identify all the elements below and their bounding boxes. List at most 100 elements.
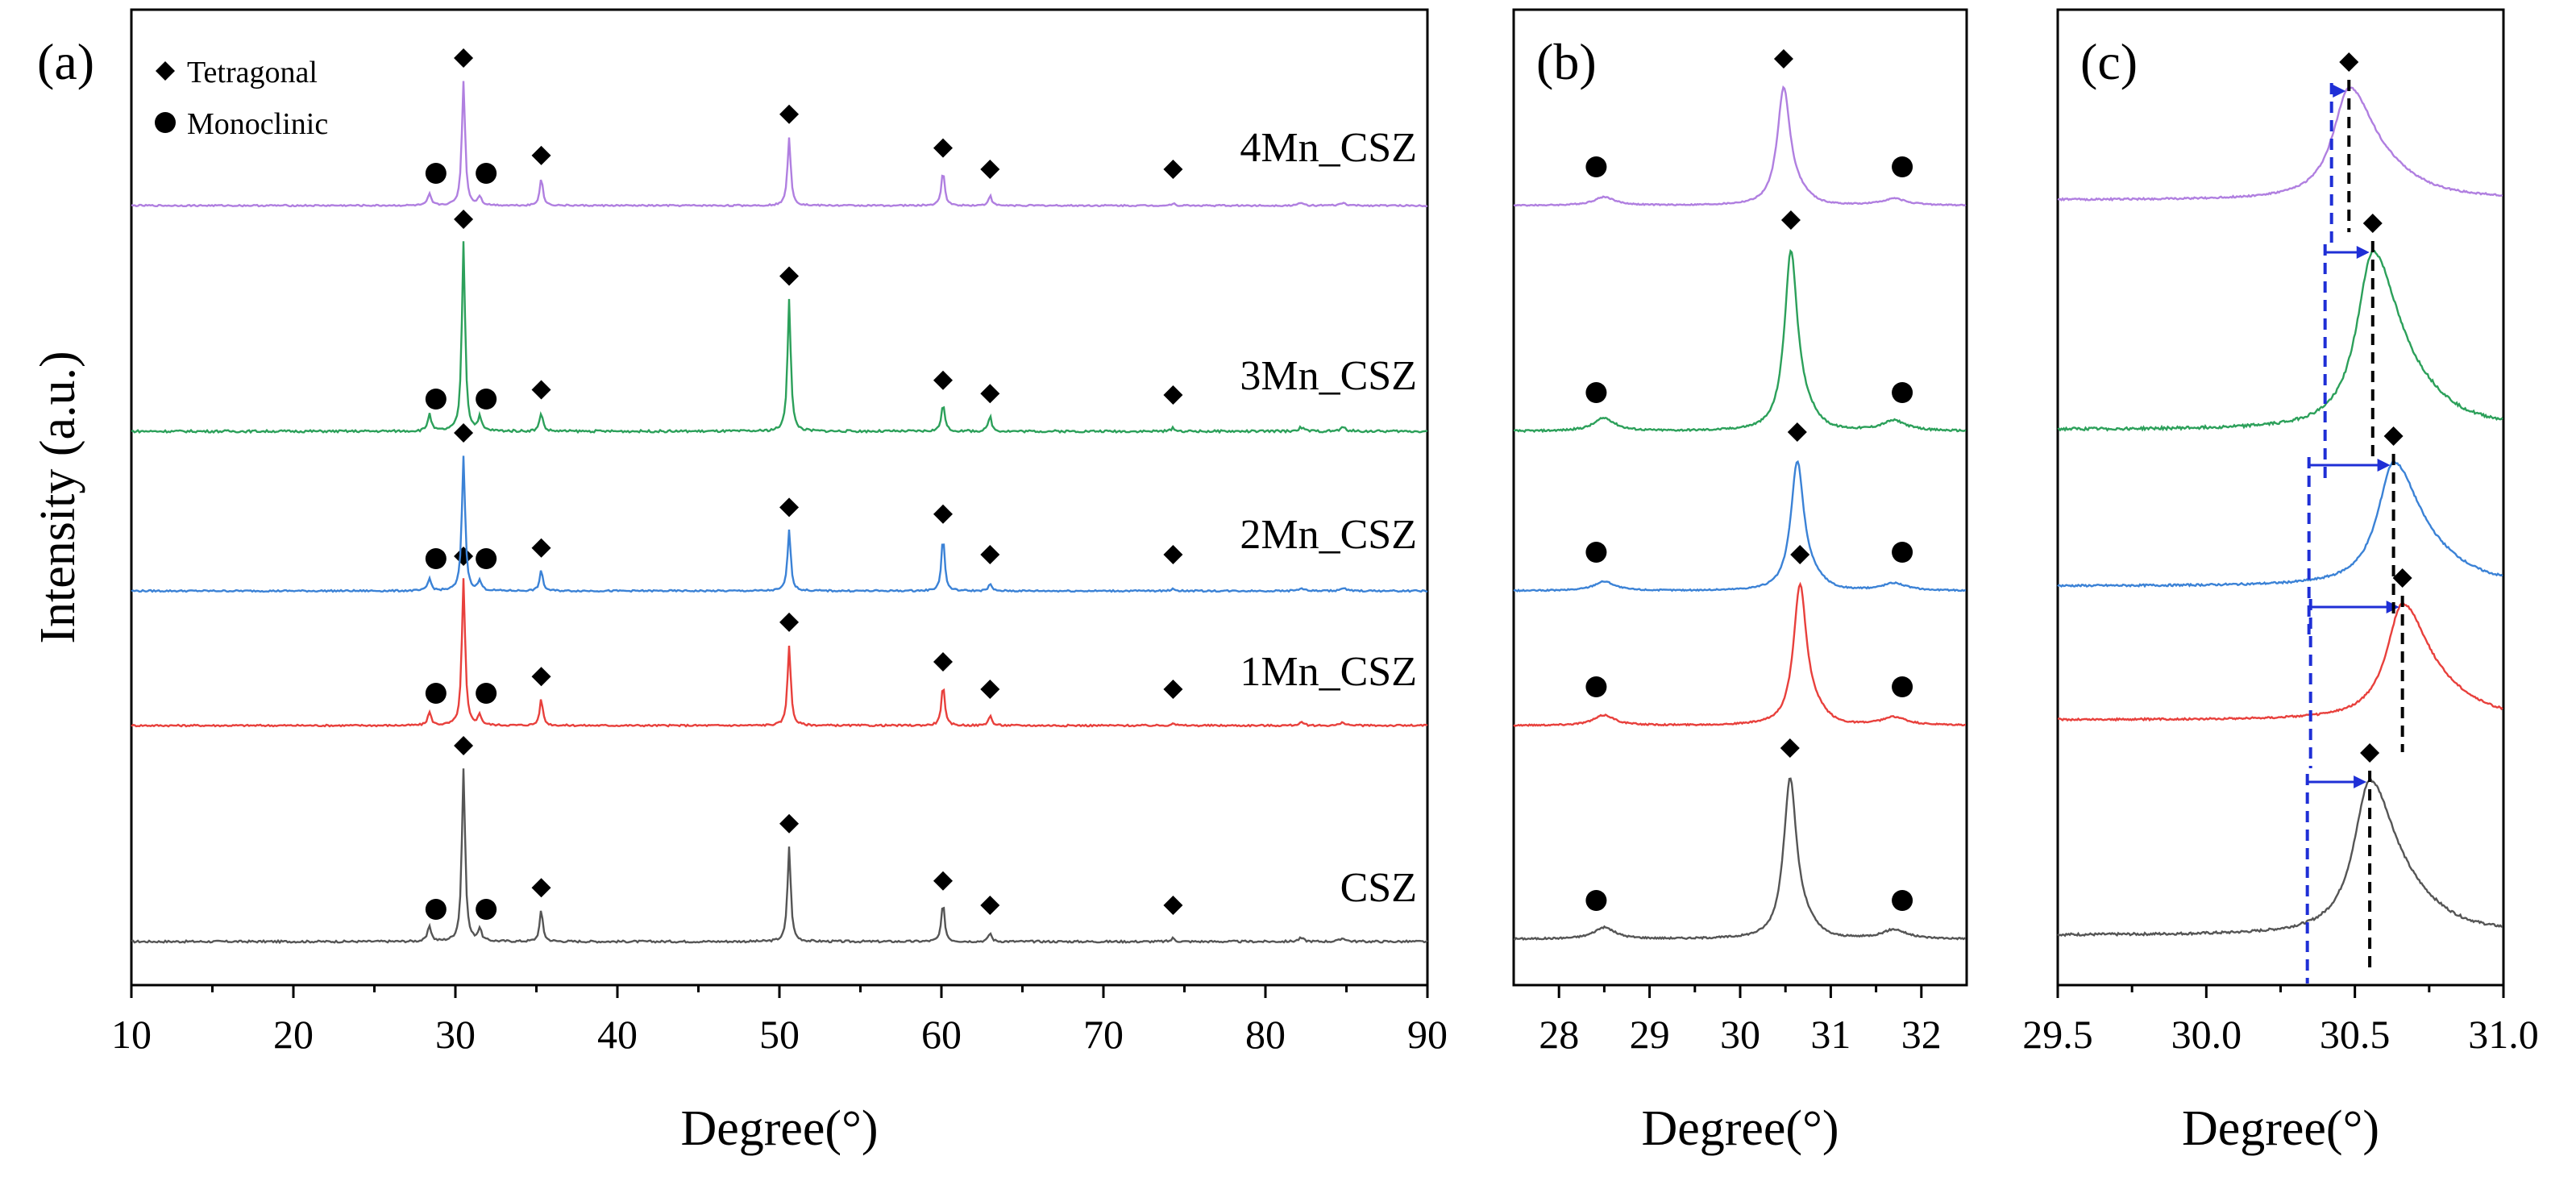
series-2Mn_CSZ-zoom-c [2057,460,2503,588]
series-1Mn_CSZ-zoom-c [2058,602,2503,722]
monoclinic-marker [1585,542,1607,563]
tetragonal-marker [531,538,551,558]
tetragonal-marker [1163,680,1183,699]
monoclinic-marker [1892,542,1913,563]
panel-c-tick-label: 30.5 [2320,1012,2391,1057]
series-3Mn_CSZ-zoom-b [1513,248,1967,434]
monoclinic-marker [1585,382,1607,403]
tetragonal-marker [1163,385,1183,405]
panel-a-tick-label: 80 [1245,1012,1286,1057]
panel-c-xlabel: Degree(°) [2182,1101,2379,1156]
panel-b-tick-label: 29 [1630,1012,1670,1057]
panel-a-tick-label: 40 [597,1012,638,1057]
monoclinic-marker [1585,156,1607,177]
panel-a-tick-label: 30 [435,1012,476,1057]
series-2Mn_CSZ-zoom-b [1513,460,1967,593]
monoclinic-marker [1892,156,1913,177]
tetragonal-marker [531,380,551,400]
panel-b-xlabel: Degree(°) [1641,1101,1839,1156]
series-3Mn_CSZ-zoom-c [2057,249,2503,432]
series-4Mn_CSZ-zoom-c [2057,86,2503,202]
tetragonal-marker [779,497,800,518]
tetragonal-marker [2392,568,2412,588]
tetragonal-marker [454,736,474,755]
panel-a-tick-label: 20 [273,1012,314,1057]
tetragonal-marker [1787,422,1807,442]
panel-a-tick-label: 90 [1407,1012,1448,1057]
panel-a-tick-label: 60 [921,1012,962,1057]
panel-a-label: (a) [37,33,94,90]
tetragonal-marker [454,423,474,443]
tetragonal-marker [1163,545,1183,564]
shift-arrowhead [2356,246,2370,259]
series-3Mn_CSZ-label: 3Mn_CSZ [1240,353,1417,399]
tetragonal-marker [933,138,954,158]
tetragonal-marker [2360,743,2380,763]
tetragonal-marker [980,160,1000,179]
shift-arrowhead [2377,459,2391,472]
tetragonal-marker [454,210,474,229]
shift-arrowhead [2354,776,2367,788]
series-2Mn_CSZ-pattern [131,455,1428,593]
series-1Mn_CSZ-zoom-b [1513,581,1967,727]
monoclinic-marker [1585,676,1607,697]
plot-layer: Intensity (a.u.) 10 20 30 40 50 60 70 80 90 Degree… [31,8,2539,1156]
tetragonal-marker [980,545,1000,564]
shift-arrowhead [2333,85,2346,98]
tetragonal-marker [980,680,1000,699]
tetragonal-marker [1773,49,1793,69]
monoclinic-marker [425,683,447,704]
series-1Mn_CSZ-label: 1Mn_CSZ [1240,649,1417,695]
series-CSZ-zoom-c [2057,778,2503,938]
tetragonal-marker [933,504,954,524]
tetragonal-marker [1163,896,1183,915]
series-4Mn_CSZ-zoom-b [1513,85,1967,207]
panel-c-label: (c) [2080,33,2138,90]
monoclinic-marker [476,899,497,920]
tetragonal-marker [2383,426,2404,446]
panel-b-frame [1512,8,1968,987]
y-axis-label: Intensity (a.u.) [31,351,85,643]
tetragonal-marker [531,878,551,898]
panel-a-tick-label: 10 [111,1012,152,1057]
panel-c: 29.5 30.0 30.5 31.0 Degree(°) (c) [2022,8,2539,1156]
panel-a-frame [130,8,1429,987]
panel-a-xlabel: Degree(°) [680,1101,878,1156]
panel-b-tick-label: 32 [1901,1012,1942,1057]
panel-c-frame [2056,8,2505,987]
series-1Mn_CSZ-pattern [131,578,1428,728]
tetragonal-marker [531,145,551,165]
monoclinic-marker [1892,676,1913,697]
legend-monoclinic-marker [155,112,176,133]
panel-c-tick-label: 29.5 [2022,1012,2093,1057]
series-2Mn_CSZ-label: 2Mn_CSZ [1240,512,1417,558]
monoclinic-marker [476,683,497,704]
tetragonal-marker [933,370,954,390]
series-4Mn_CSZ-label: 4Mn_CSZ [1240,125,1417,171]
tetragonal-marker [2362,214,2383,233]
tetragonal-marker [1163,160,1183,179]
panel-c-tick-label: 30.0 [2171,1012,2242,1057]
panel-b-tick-label: 30 [1720,1012,1760,1057]
legend-tetragonal-marker [156,61,175,81]
monoclinic-marker [1892,382,1913,403]
monoclinic-marker [1892,890,1913,911]
panel-a-tick-label: 70 [1083,1012,1124,1057]
tetragonal-marker [980,896,1000,915]
monoclinic-marker [425,548,447,569]
panel-b: 28 29 30 31 32 Degree(°) (b) [1512,8,1968,1156]
tetragonal-marker [779,266,800,286]
tetragonal-marker [779,612,800,632]
monoclinic-marker [1585,890,1607,911]
series-CSZ-label: CSZ [1340,865,1417,911]
tetragonal-marker [454,48,474,68]
panel-b-label: (b) [1536,33,1597,90]
panel-b-tick-label: 28 [1539,1012,1579,1057]
tetragonal-marker [1780,738,1800,758]
tetragonal-marker [980,384,1000,404]
series-3Mn_CSZ-pattern [131,241,1428,435]
tetragonal-marker [2339,52,2359,72]
tetragonal-marker [933,652,954,672]
monoclinic-marker [476,389,497,410]
